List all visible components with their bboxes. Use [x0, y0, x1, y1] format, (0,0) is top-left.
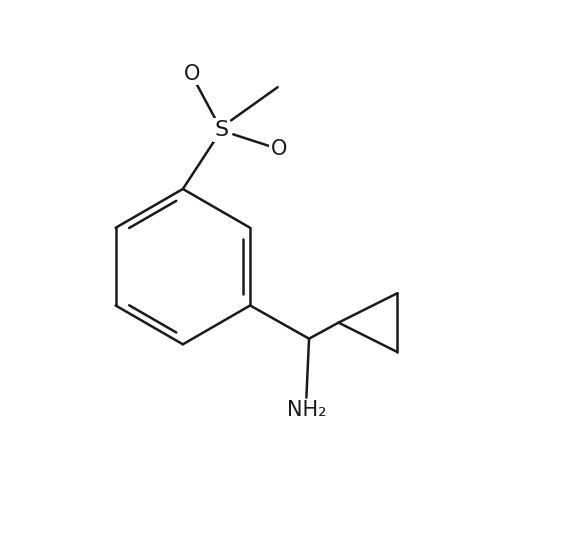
Text: S: S — [215, 120, 229, 140]
Text: O: O — [271, 139, 288, 159]
Text: NH₂: NH₂ — [287, 400, 326, 421]
Text: O: O — [184, 64, 200, 84]
